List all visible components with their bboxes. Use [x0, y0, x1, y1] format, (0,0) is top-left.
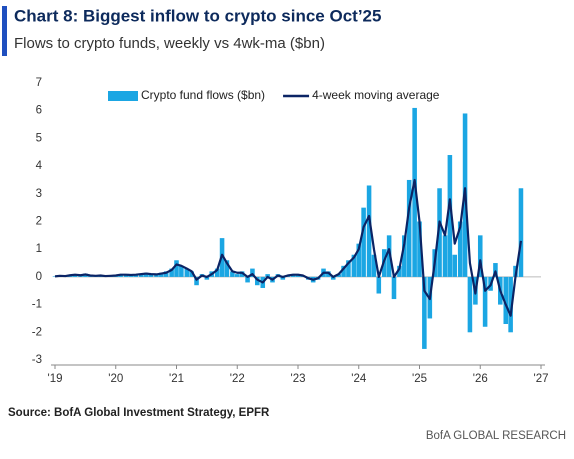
bar: [508, 276, 513, 333]
bar: [406, 179, 412, 277]
bar: [204, 276, 210, 280]
bar: [477, 235, 483, 277]
bar: [224, 260, 230, 277]
bar: [138, 273, 144, 277]
bar: [128, 275, 134, 277]
bar: [230, 271, 235, 277]
bar: [280, 276, 286, 280]
bar: [482, 276, 488, 327]
bar: [493, 263, 498, 277]
bar: [361, 207, 366, 277]
y-tick-label: 2: [36, 216, 42, 228]
bar: [457, 221, 463, 277]
bar: [397, 265, 402, 277]
bar: [123, 274, 129, 277]
chart-subtitle: Flows to crypto funds, weekly vs 4wk-ma …: [14, 35, 325, 52]
x-tick-label: '25: [412, 373, 427, 385]
bar: [245, 276, 250, 283]
bar: [412, 107, 417, 277]
y-tick-label: 1: [36, 243, 42, 255]
legend-label: 4-week moving average: [312, 88, 440, 102]
bar: [366, 185, 372, 277]
bar: [184, 268, 190, 277]
bar: [503, 276, 509, 324]
bar: [159, 272, 164, 277]
x-tick-label: '24: [351, 373, 367, 385]
bar: [437, 188, 442, 277]
x-tick-label: '20: [108, 373, 123, 385]
line: [54, 178, 523, 317]
y-tick-label: -3: [32, 354, 42, 366]
bar: [376, 276, 382, 294]
bar: [255, 276, 260, 286]
bar: [189, 271, 194, 277]
bar: [341, 265, 346, 277]
bar: [250, 268, 255, 277]
footer: BofA GLOBAL RESEARCH: [426, 430, 566, 442]
bar: [356, 243, 362, 277]
bar: [518, 188, 524, 277]
x-tick-label: '26: [473, 373, 488, 385]
bar: [234, 274, 240, 277]
bar: [330, 276, 336, 280]
bar: [169, 268, 174, 277]
x-tick-label: '22: [230, 373, 245, 385]
y-tick-label: -1: [32, 299, 42, 311]
y-tick-label: 6: [36, 105, 42, 117]
bar: [143, 272, 149, 277]
bar: [447, 155, 453, 277]
y-tick-label: 0: [36, 271, 42, 283]
x-tick-label: '27: [534, 373, 549, 385]
legend-label: Crypto fund flows ($bn): [141, 88, 265, 102]
y-tick-label: 4: [36, 160, 43, 172]
bar: [386, 235, 392, 277]
chart-title: Chart 8: Biggest inflow to crypto since …: [14, 6, 381, 25]
bar: [52, 276, 58, 277]
bar: [467, 276, 473, 333]
bar: [391, 276, 397, 300]
bar: [351, 254, 357, 277]
x-tick-label: '19: [48, 373, 63, 385]
bar: [194, 276, 199, 286]
bar: [402, 235, 407, 277]
bar: [163, 271, 169, 277]
x-tick-label: '21: [169, 373, 184, 385]
y-tick-label: -2: [32, 326, 42, 338]
bar: [179, 265, 184, 277]
bar: [371, 254, 377, 277]
bar: [148, 274, 154, 277]
bar: [346, 260, 351, 277]
bar: [154, 274, 159, 277]
bar: [336, 274, 341, 277]
y-tick-label: 7: [36, 77, 42, 89]
bar: [442, 235, 448, 277]
bar: [417, 221, 422, 277]
legend-swatch: [108, 91, 138, 101]
bar: [452, 254, 458, 277]
x-tick-label: '23: [291, 373, 306, 385]
title-accent: [2, 6, 7, 56]
y-tick-label: 5: [36, 132, 42, 144]
bar: [214, 268, 220, 277]
bar: [265, 274, 270, 277]
y-tick-label: 3: [36, 188, 42, 200]
bar: [422, 276, 427, 349]
bar: [174, 260, 179, 277]
source: Source: BofA Global Investment Strategy,…: [8, 407, 270, 419]
